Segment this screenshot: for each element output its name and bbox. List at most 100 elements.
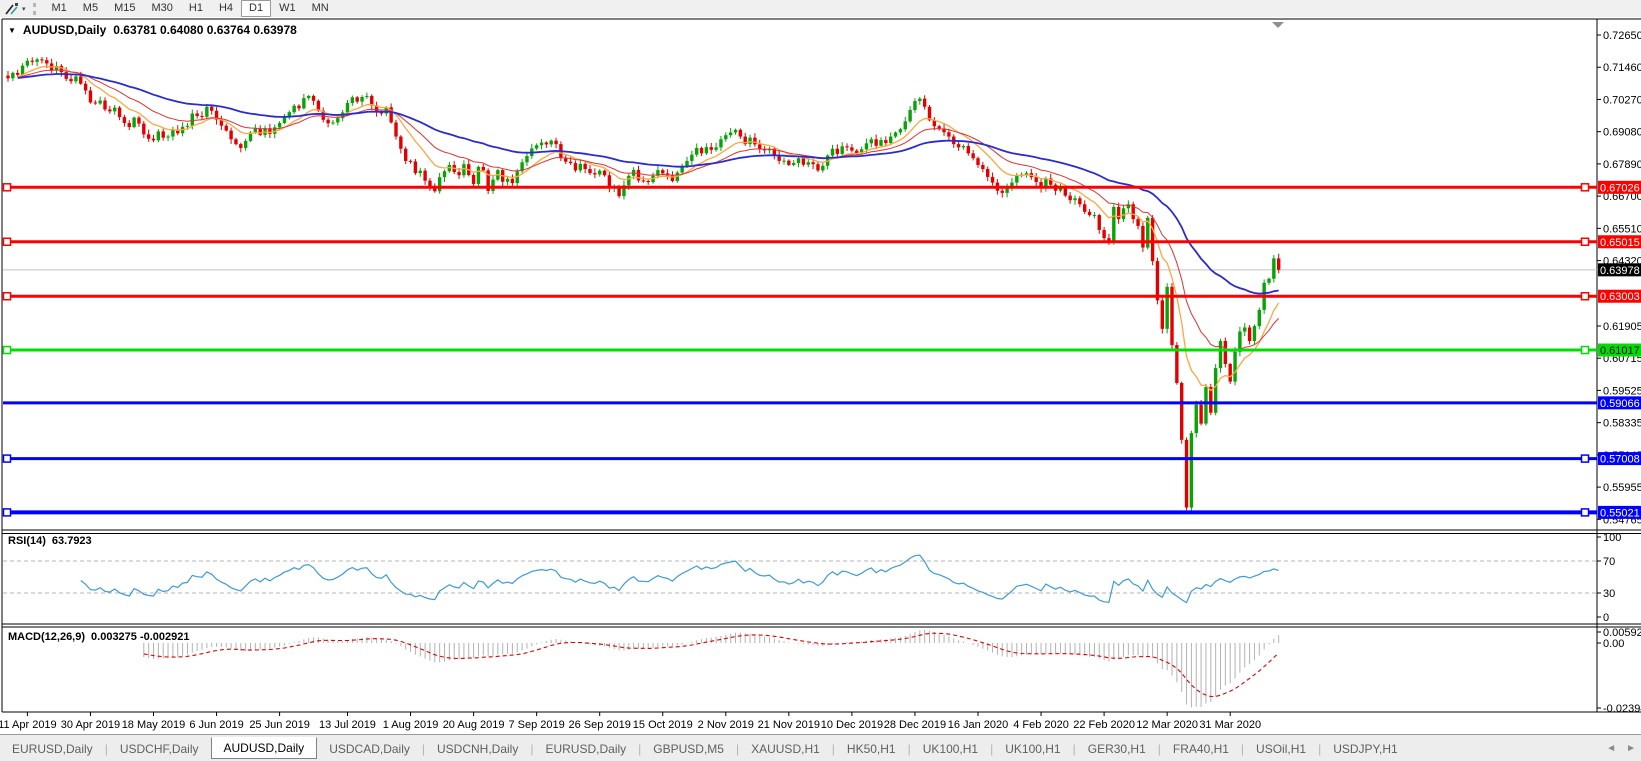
hline-handle[interactable] xyxy=(1580,508,1590,517)
candle-body xyxy=(942,128,946,133)
chart-tab-xauusd-h1[interactable]: XAUUSD,H1 xyxy=(751,741,820,756)
price-axis-tick-label: 0.61905 xyxy=(1603,321,1641,333)
candle-body xyxy=(166,136,170,138)
chart-tab-uk100-h1[interactable]: UK100,H1 xyxy=(1005,741,1061,756)
hline-handle[interactable] xyxy=(2,345,12,355)
candle-body xyxy=(408,160,413,162)
hline-handle[interactable] xyxy=(1580,454,1590,463)
hline-handle[interactable] xyxy=(1580,237,1590,247)
candle-body xyxy=(845,146,849,148)
candle-body xyxy=(486,170,490,191)
timeframe-button-m15[interactable]: M15 xyxy=(114,2,136,14)
candle-body xyxy=(1189,433,1194,508)
candle-body xyxy=(539,142,544,146)
candle-body xyxy=(583,163,587,170)
candle-body xyxy=(282,116,287,124)
moving-average-20 xyxy=(17,69,1280,352)
candle-body xyxy=(898,129,903,133)
candle-body xyxy=(59,65,64,73)
timeframe-button-h4[interactable]: H4 xyxy=(218,2,234,14)
chart-tools-button[interactable]: ▾ xyxy=(0,1,30,16)
chart-tab-usdchf-daily[interactable]: USDCHF,Daily xyxy=(119,741,199,756)
chart-tab-fra40-h1[interactable]: FRA40,H1 xyxy=(1172,741,1229,756)
date-axis-label: 25 Jun 2019 xyxy=(249,719,310,731)
candle-body xyxy=(704,147,709,154)
candle-body xyxy=(520,162,524,172)
nav-prev-arrow[interactable]: ◄ xyxy=(1606,743,1617,754)
chart-dropdown-icon[interactable]: ▼ xyxy=(8,25,16,35)
chart-tab-eurusd-daily[interactable]: EURUSD,Daily xyxy=(545,741,627,756)
chart-tab-eurusd-daily[interactable]: EURUSD,Daily xyxy=(12,741,93,756)
candle-body xyxy=(840,146,844,154)
timeframe-button-m5[interactable]: M5 xyxy=(82,2,99,14)
candle-body xyxy=(423,170,427,181)
chart-tab-audusd-daily[interactable]: AUDUSD,Daily xyxy=(210,736,318,759)
candle-body xyxy=(190,113,194,126)
candle-body xyxy=(205,106,209,117)
candle-body xyxy=(331,122,335,124)
chart-title: ▼ AUDUSD,Daily 0.63781 0.64080 0.63764 0… xyxy=(8,23,297,37)
candle-body xyxy=(549,140,553,145)
chart-tab-ger30-h1[interactable]: GER30,H1 xyxy=(1087,741,1146,756)
timeframe-button-w1[interactable]: W1 xyxy=(279,2,296,14)
timeframe-button-m30[interactable]: M30 xyxy=(151,2,173,14)
candle-body xyxy=(1083,204,1087,212)
timeframe-button-mn[interactable]: MN xyxy=(311,2,329,14)
candle-body xyxy=(45,60,49,64)
candle-body xyxy=(384,107,388,114)
candle-body xyxy=(336,118,340,123)
candle-body xyxy=(108,109,112,112)
hline-handle[interactable] xyxy=(2,183,12,192)
candle-body xyxy=(1049,178,1053,185)
candle-body xyxy=(1039,182,1043,189)
candle-body xyxy=(525,156,529,163)
candle-body xyxy=(1024,173,1029,175)
chart-tab-gbpusd-m5[interactable]: GBPUSD,M5 xyxy=(653,741,724,756)
candle-body xyxy=(636,169,641,181)
hline-handle[interactable] xyxy=(1580,183,1590,192)
chart-tab-usdcad-daily[interactable]: USDCAD,Daily xyxy=(329,741,410,756)
timeframe-button-h1[interactable]: H1 xyxy=(188,2,203,14)
candle-body xyxy=(646,180,650,183)
candle-body xyxy=(1078,198,1082,205)
candle-body xyxy=(1044,178,1048,189)
hline-handle[interactable] xyxy=(1580,345,1590,355)
date-axis-label: 12 Mar 2020 xyxy=(1136,719,1198,731)
hline-handle[interactable] xyxy=(1580,291,1590,301)
candle-body xyxy=(1165,286,1169,329)
hline-handle[interactable] xyxy=(2,237,12,247)
date-axis-label: 30 Apr 2019 xyxy=(61,719,120,731)
chart-tab-hk50-h1[interactable]: HK50,H1 xyxy=(846,741,896,756)
nav-next-arrow[interactable]: ► xyxy=(1626,743,1636,754)
candle-body xyxy=(762,149,767,151)
candle-body xyxy=(156,131,161,141)
candle-body xyxy=(874,139,878,146)
candle-body xyxy=(404,148,408,161)
timeframe-button-d1[interactable]: D1 xyxy=(241,0,272,17)
candle-body xyxy=(850,147,854,151)
candle-body xyxy=(830,148,835,156)
candle-body xyxy=(884,140,888,144)
candle-body xyxy=(224,125,228,131)
candle-body xyxy=(976,158,980,165)
chart-symbol-label: AUDUSD,Daily xyxy=(22,23,107,37)
hline-handle[interactable] xyxy=(2,508,12,517)
chart-tab-usdcnh-daily[interactable]: USDCNH,Daily xyxy=(437,741,519,756)
chart-tab-usdjpy-h1[interactable]: USDJPY,H1 xyxy=(1333,741,1398,756)
rsi-axis-label: 30 xyxy=(1603,588,1615,600)
chart-tab-usoil-h1[interactable]: USOil,H1 xyxy=(1256,741,1307,756)
candle-body xyxy=(971,153,975,159)
chart-ohlc-values: 0.63781 0.64080 0.63764 0.63978 xyxy=(113,23,297,37)
hline-handle[interactable] xyxy=(2,291,12,301)
price-tag xyxy=(1598,235,1641,249)
candle-body xyxy=(927,106,932,121)
candle-body xyxy=(709,147,713,150)
date-axis-label: 11 Apr 2019 xyxy=(0,719,57,731)
hline-handle[interactable] xyxy=(2,454,12,463)
price-tag-text: 0.61017 xyxy=(1600,345,1640,357)
chart-tab-uk100-h1[interactable]: UK100,H1 xyxy=(922,741,979,756)
moving-average-50 xyxy=(17,73,1279,295)
candle-body xyxy=(1141,225,1145,248)
timeframe-button-m1[interactable]: M1 xyxy=(51,2,67,14)
price-tag-text: 0.65015 xyxy=(1600,237,1640,249)
